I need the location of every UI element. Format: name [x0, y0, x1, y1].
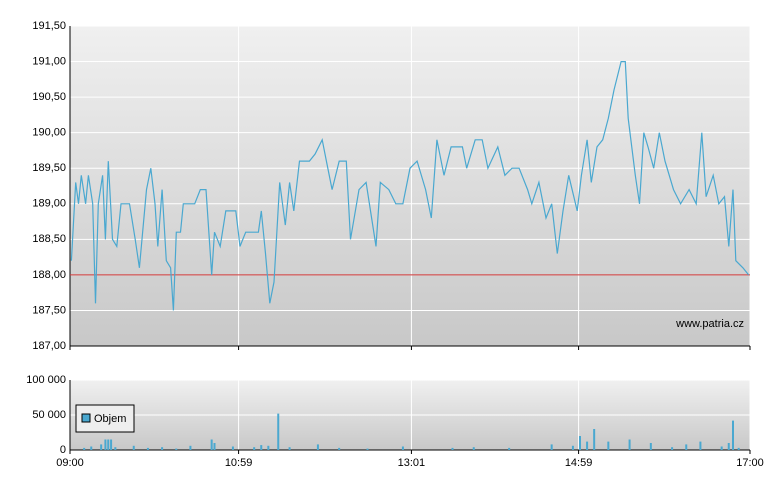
- x-tick-label: 17:00: [736, 457, 764, 469]
- y-tick-label: 188,50: [32, 233, 66, 245]
- volume-bar: [607, 441, 610, 450]
- volume-bar: [338, 447, 341, 450]
- x-tick-label: 09:00: [56, 457, 84, 469]
- volume-bar: [104, 439, 107, 450]
- volume-bar: [649, 443, 652, 450]
- volume-bar: [288, 447, 291, 450]
- volume-bar: [550, 444, 553, 450]
- volume-bar: [213, 443, 216, 450]
- volume-bar: [699, 441, 702, 450]
- volume-bar: [253, 447, 256, 450]
- volume-bar: [472, 447, 475, 450]
- volume-bar: [161, 447, 164, 450]
- volume-bar: [189, 445, 192, 450]
- volume-bar: [83, 447, 86, 450]
- volume-bar: [175, 448, 178, 450]
- volume-bar: [260, 445, 263, 450]
- y-tick-label: 187,00: [32, 340, 66, 352]
- y-tick-label: 189,50: [32, 162, 66, 174]
- volume-bar: [231, 446, 234, 450]
- volume-bar: [685, 444, 688, 450]
- price-line: [70, 61, 750, 311]
- watermark: www.patria.cz: [675, 318, 744, 330]
- volume-bar: [671, 447, 674, 450]
- volume-bar: [586, 441, 589, 450]
- y-tick-label: 0: [60, 444, 66, 456]
- y-tick-label: 190,50: [32, 91, 66, 103]
- volume-bar: [100, 444, 103, 450]
- volume-bar: [737, 447, 740, 450]
- y-tick-label: 188,00: [32, 269, 66, 281]
- volume-bar: [146, 447, 149, 450]
- volume-bar: [316, 444, 319, 450]
- x-tick-label: 10:59: [225, 457, 253, 469]
- y-tick-label: 50 000: [32, 409, 66, 421]
- volume-bar: [628, 439, 631, 450]
- y-tick-label: 100 000: [26, 374, 66, 386]
- legend-label: Objem: [94, 413, 126, 425]
- volume-bar: [210, 439, 213, 450]
- volume-bar: [732, 420, 734, 450]
- volume-bar: [114, 447, 117, 450]
- x-tick-label: 14:59: [565, 457, 593, 469]
- volume-bar: [110, 439, 113, 450]
- legend-swatch: [81, 413, 91, 423]
- y-tick-label: 191,50: [32, 20, 66, 32]
- volume-bar: [267, 445, 270, 450]
- volume-bar: [571, 445, 574, 450]
- x-tick-label: 13:01: [398, 457, 426, 469]
- volume-bar: [508, 447, 511, 450]
- volume-bar: [401, 446, 404, 450]
- volume-bar: [132, 445, 135, 450]
- volume-bar: [720, 446, 723, 450]
- y-tick-label: 191,00: [32, 55, 66, 67]
- volume-bar: [90, 446, 93, 450]
- y-tick-label: 189,00: [32, 198, 66, 210]
- volume-bar: [727, 443, 730, 450]
- volume-bar: [277, 413, 280, 450]
- volume-bar: [451, 447, 454, 450]
- y-tick-label: 190,00: [32, 127, 66, 139]
- volume-bar: [107, 439, 110, 450]
- volume-bar: [593, 429, 596, 450]
- volume-bar: [366, 448, 369, 450]
- volume-bar: [579, 436, 581, 450]
- y-tick-label: 187,50: [32, 304, 66, 316]
